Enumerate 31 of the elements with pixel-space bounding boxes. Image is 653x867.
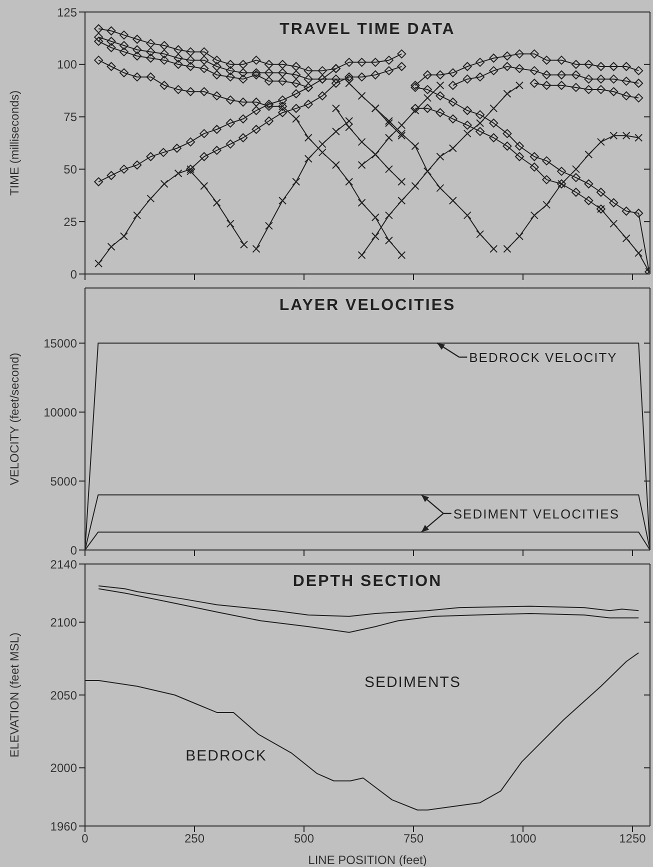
y-tick-label: 2140 bbox=[50, 557, 78, 572]
x-tick-label: 1250 bbox=[619, 832, 646, 846]
y-tick-label: 15000 bbox=[44, 336, 78, 350]
y-axis-title: ELEVATION (feet MSL) bbox=[7, 632, 22, 758]
y-tick-label: 2000 bbox=[50, 761, 78, 776]
x-tick-label: 750 bbox=[403, 832, 424, 846]
y-tick-label: 0 bbox=[70, 267, 78, 282]
y-tick-label: 100 bbox=[56, 58, 78, 72]
x-tick-label: 1000 bbox=[510, 832, 537, 846]
annotation: BEDROCK bbox=[186, 747, 267, 764]
y-tick-label: 5000 bbox=[50, 474, 78, 488]
y-tick-label: 10000 bbox=[44, 405, 78, 420]
y-tick-label: 75 bbox=[64, 110, 78, 124]
y-tick-label: 1960 bbox=[50, 819, 78, 834]
y-tick-label: 2050 bbox=[50, 688, 78, 702]
y-tick-label: 50 bbox=[64, 162, 78, 176]
y-tick-label: 0 bbox=[70, 543, 78, 558]
text: TRAVEL TIME DATA bbox=[280, 21, 456, 38]
text: LAYER VELOCITIES bbox=[279, 297, 456, 314]
y-tick-label: 25 bbox=[64, 214, 78, 229]
annotation: SEDIMENTS bbox=[364, 674, 461, 691]
y-tick-label: 2100 bbox=[50, 615, 78, 630]
y-axis-title: VELOCITY (feet/second) bbox=[7, 352, 22, 486]
y-axis-title: TIME (milliseconds) bbox=[7, 90, 22, 196]
text: DEPTH SECTION bbox=[292, 573, 442, 590]
annotation: BEDROCK VELOCITY bbox=[469, 350, 618, 366]
y-tick-label: 125 bbox=[56, 5, 78, 20]
x-tick-label: 0 bbox=[82, 832, 89, 846]
annotation: SEDIMENT VELOCITIES bbox=[453, 506, 620, 522]
x-tick-label: 250 bbox=[184, 832, 205, 846]
x-tick-label: 500 bbox=[294, 832, 314, 846]
